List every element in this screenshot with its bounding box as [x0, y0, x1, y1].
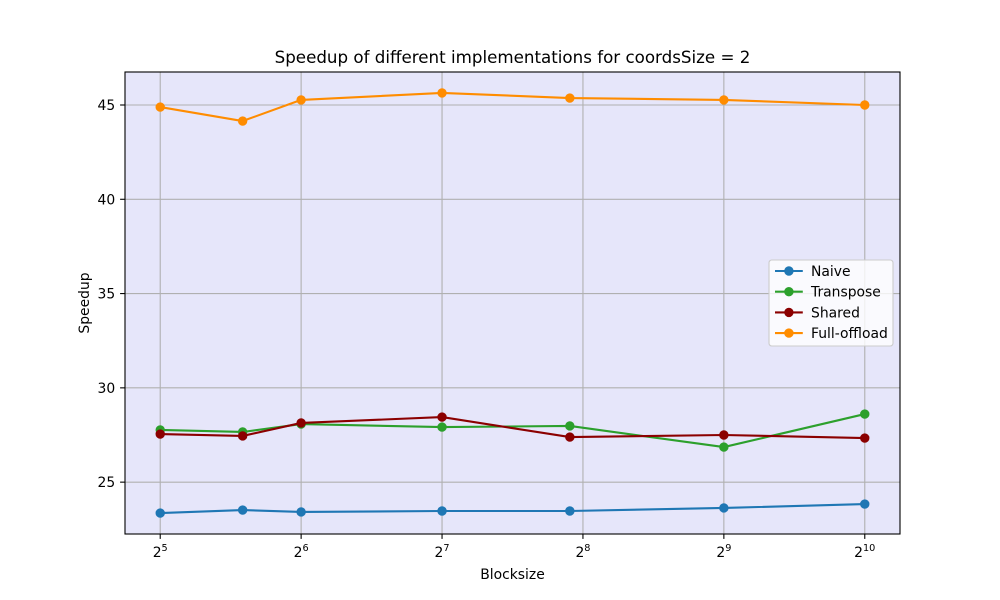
- data-point-shared: [296, 418, 306, 428]
- legend-label: Full-offload: [811, 326, 888, 342]
- data-point-full-offload: [719, 95, 729, 105]
- data-point-full-offload: [296, 95, 306, 105]
- data-point-naive: [860, 499, 870, 509]
- legend-label: Naive: [811, 264, 851, 280]
- data-point-naive: [296, 507, 306, 517]
- data-point-full-offload: [860, 100, 870, 110]
- data-point-shared: [437, 412, 447, 422]
- legend-marker: [784, 328, 794, 338]
- legend-marker: [784, 266, 794, 276]
- data-point-transpose: [437, 422, 447, 432]
- x-tick-base: 2: [153, 545, 162, 561]
- legend-frame: [768, 259, 894, 347]
- x-tick-base: 2: [716, 545, 725, 561]
- y-tick-label: 35: [98, 287, 116, 303]
- data-point-shared: [719, 430, 729, 440]
- x-tick-base: 2: [854, 545, 863, 561]
- y-tick-label: 45: [98, 98, 116, 114]
- data-point-shared: [565, 432, 575, 442]
- data-point-transpose: [719, 442, 729, 452]
- y-tick-label: 25: [98, 475, 116, 491]
- data-point-shared: [155, 429, 165, 439]
- legend-item-transpose: Transpose: [775, 285, 881, 301]
- x-tick-exponent: 6: [302, 543, 308, 554]
- data-point-transpose: [565, 421, 575, 431]
- x-tick-exponent: 8: [584, 543, 590, 554]
- series-layer: [155, 88, 870, 518]
- x-tick-label: 26: [294, 543, 309, 561]
- y-axis-ticks: 25 30 35 40 45: [98, 98, 125, 491]
- x-tick-label: 28: [575, 543, 590, 561]
- data-point-naive: [719, 503, 729, 513]
- data-point-naive: [155, 508, 165, 518]
- y-tick-label: 30: [98, 381, 116, 397]
- data-point-naive: [565, 506, 575, 516]
- x-tick-label: 25: [153, 543, 168, 561]
- x-tick-exponent: 7: [443, 543, 449, 554]
- y-axis-label: Speedup: [77, 272, 93, 333]
- x-tick-label: 27: [435, 543, 450, 561]
- x-tick-exponent: 10: [863, 543, 875, 554]
- legend-marker: [784, 287, 794, 297]
- x-tick-label: 29: [716, 543, 731, 561]
- data-point-shared: [237, 431, 248, 441]
- chart-title: Speedup of different implementations for…: [275, 47, 751, 67]
- data-point-full-offload: [155, 102, 165, 112]
- legend: Naive Transpose Shared Full-offload: [768, 259, 894, 347]
- x-tick-base: 2: [575, 545, 584, 561]
- data-point-full-offload: [437, 88, 447, 98]
- x-tick-base: 2: [294, 545, 303, 561]
- y-tick-label: 40: [98, 192, 116, 208]
- legend-item-shared: Shared: [775, 305, 860, 321]
- legend-label: Shared: [811, 305, 860, 321]
- data-point-full-offload: [565, 93, 575, 103]
- x-tick-label: 210: [854, 543, 875, 561]
- data-point-shared: [860, 433, 870, 443]
- data-point-naive: [437, 506, 447, 516]
- legend-item-naive: Naive: [775, 264, 851, 280]
- x-axis-ticks: 25 26 27 28 29 210: [153, 534, 875, 561]
- x-axis-label: Blocksize: [480, 567, 545, 583]
- x-tick-exponent: 5: [162, 543, 168, 554]
- data-point-naive: [237, 505, 248, 515]
- data-point-full-offload: [237, 116, 248, 126]
- legend-label: Transpose: [810, 285, 881, 301]
- x-tick-base: 2: [435, 545, 444, 561]
- legend-item-full-offload: Full-offload: [775, 326, 888, 342]
- axes-frame: [124, 71, 901, 535]
- data-point-transpose: [860, 409, 870, 419]
- x-tick-exponent: 9: [725, 543, 731, 554]
- legend-marker: [784, 307, 794, 318]
